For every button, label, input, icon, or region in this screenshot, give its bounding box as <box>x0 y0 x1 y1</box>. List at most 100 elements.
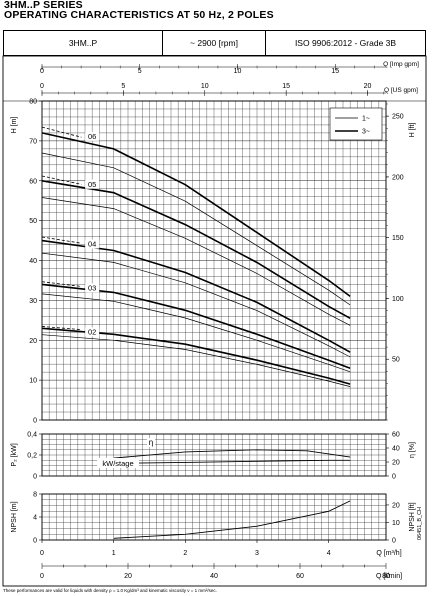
eff-ytick-label: 40 <box>392 446 400 453</box>
head-curve-1ph-05 <box>41 197 351 326</box>
top-axis-label: Q [US gpm] <box>384 87 418 94</box>
npsh-ytick-label: 8 <box>33 492 37 499</box>
npsh-ylabel: NPSH [m] <box>11 501 18 532</box>
head-curve-dashed-05 <box>41 175 82 185</box>
head-curve-3ph-04 <box>41 239 351 353</box>
eff-ytick-label: 0 <box>392 474 396 481</box>
npsh-ytick-right-label: 0 <box>392 538 396 545</box>
head-curve-3ph-02 <box>41 327 351 385</box>
model-label-bg <box>85 131 100 141</box>
lmin-axis-label: Q [l/min] <box>376 573 402 580</box>
x-tick-label: 1 <box>112 550 116 557</box>
eta-label-bg <box>147 438 155 447</box>
subtitle: OPERATING CHARACTERISTICS AT 50 Hz, 2 PO… <box>4 9 274 21</box>
model-label-04: 04 <box>88 240 96 249</box>
head-curve-1ph-02 <box>41 334 351 387</box>
head-ylabel: H [m] <box>11 117 18 134</box>
legend-entry: 1~ <box>362 116 370 123</box>
model-label-bg <box>85 283 100 293</box>
power-curve-kw <box>113 459 351 464</box>
model-cell: 3HM..P <box>4 31 163 55</box>
top-axis-tick-label: 5 <box>138 68 142 75</box>
model-label-05: 05 <box>88 180 96 189</box>
head-curve-dashed-03 <box>41 281 82 287</box>
model-label-06: 06 <box>88 132 96 141</box>
power-ylabel: P₂ [kW] <box>11 443 18 466</box>
head-ylabel-right: H [ft] <box>409 123 416 138</box>
head-ytick-right-label: 100 <box>392 296 404 303</box>
model-label-bg <box>85 179 100 189</box>
head-ytick-right-label: 150 <box>392 235 404 242</box>
npsh-ylabel-right: NPSH [ft] <box>409 502 416 531</box>
head-ytick-label: 80 <box>29 99 37 106</box>
x-axis-label: Q [m³/h] <box>376 550 401 557</box>
head-ytick-label: 20 <box>29 338 37 345</box>
speed-cell: ~ 2900 [rpm] <box>163 31 266 55</box>
lmin-tick-label: 80 <box>382 573 390 580</box>
legend-box <box>329 107 383 141</box>
head-ytick-right-label: 250 <box>392 114 404 121</box>
top-axis-tick-label: 10 <box>234 68 242 75</box>
top-axis-tick-label: 0 <box>40 68 44 75</box>
npsh-ytick-label: 4 <box>33 515 37 522</box>
head-curve-dashed-02 <box>41 326 82 331</box>
top-axis-tick-label: 20 <box>364 83 372 90</box>
power-ytick-label: 0 <box>33 474 37 481</box>
head-curve-3ph-03 <box>41 283 351 369</box>
x-tick-label: 2 <box>183 550 187 557</box>
lmin-tick-label: 0 <box>40 573 44 580</box>
eff-ylabel: η [%] <box>409 442 416 458</box>
model-label-02: 02 <box>88 327 96 336</box>
info-bar: 3HM..P ~ 2900 [rpm] ISO 9906:2012 - Grad… <box>3 30 426 56</box>
standard-cell: ISO 9906:2012 - Grade 3B <box>294 38 397 48</box>
lmin-tick-label: 40 <box>210 573 218 580</box>
drawing-code: 06451_B_CH <box>417 506 423 540</box>
head-curve-1ph-03 <box>41 293 351 373</box>
head-curve-dashed-04 <box>41 236 82 244</box>
x-tick-label: 0 <box>40 550 44 557</box>
power-curve-eta <box>113 449 351 459</box>
npsh-curve <box>113 500 351 539</box>
kw-label-bg <box>97 458 139 468</box>
lmin-tick-label: 60 <box>296 573 304 580</box>
x-tick-label: 4 <box>327 550 331 557</box>
head-curve-1ph-04 <box>41 252 351 358</box>
head-curve-3ph-05 <box>41 180 351 319</box>
head-ytick-label: 30 <box>29 298 37 305</box>
top-axis-label: Q [Imp gpm] <box>383 61 419 68</box>
power-ytick-label: 0,4 <box>27 432 37 439</box>
model-label-bg <box>85 239 100 249</box>
head-curve-1ph-06 <box>41 152 351 306</box>
head-ytick-label: 60 <box>29 178 37 185</box>
head-ytick-label: 40 <box>29 258 37 265</box>
power-ytick-label: 0,2 <box>27 453 37 460</box>
head-curve-3ph-06 <box>41 132 351 298</box>
head-ytick-right-label: 50 <box>392 357 400 364</box>
model-label-03: 03 <box>88 283 96 292</box>
head-curve-dashed-06 <box>41 126 82 138</box>
npsh-ytick-right-label: 20 <box>392 502 400 509</box>
npsh-ytick-label: 0 <box>33 538 37 545</box>
eff-ytick-label: 60 <box>392 432 400 439</box>
footnote: These performances are valid for liquids… <box>3 588 217 593</box>
top-axis-tick-label: 5 <box>121 83 125 90</box>
eta-label: η <box>149 438 153 447</box>
top-axis-tick-label: 15 <box>331 68 339 75</box>
head-ytick-label: 50 <box>29 218 37 225</box>
lmin-tick-label: 20 <box>124 573 132 580</box>
head-ytick-label: 10 <box>29 378 37 385</box>
eff-ytick-label: 20 <box>392 460 400 467</box>
head-ytick-right-label: 200 <box>392 174 404 181</box>
kw-stage-label: kW/stage <box>102 459 133 468</box>
series-title: 3HM..P SERIES <box>4 0 83 11</box>
npsh-ytick-right-label: 10 <box>392 520 400 527</box>
x-tick-label: 3 <box>255 550 259 557</box>
legend-entry: 3~ <box>362 129 370 136</box>
model-label-bg <box>85 327 100 337</box>
outer-frame <box>2 55 427 587</box>
top-axis-tick-label: 15 <box>282 83 290 90</box>
top-axis-tick-label: 10 <box>201 83 209 90</box>
top-axis-tick-label: 0 <box>40 83 44 90</box>
head-ytick-label: 70 <box>29 138 37 145</box>
head-ytick-label: 0 <box>33 418 37 425</box>
